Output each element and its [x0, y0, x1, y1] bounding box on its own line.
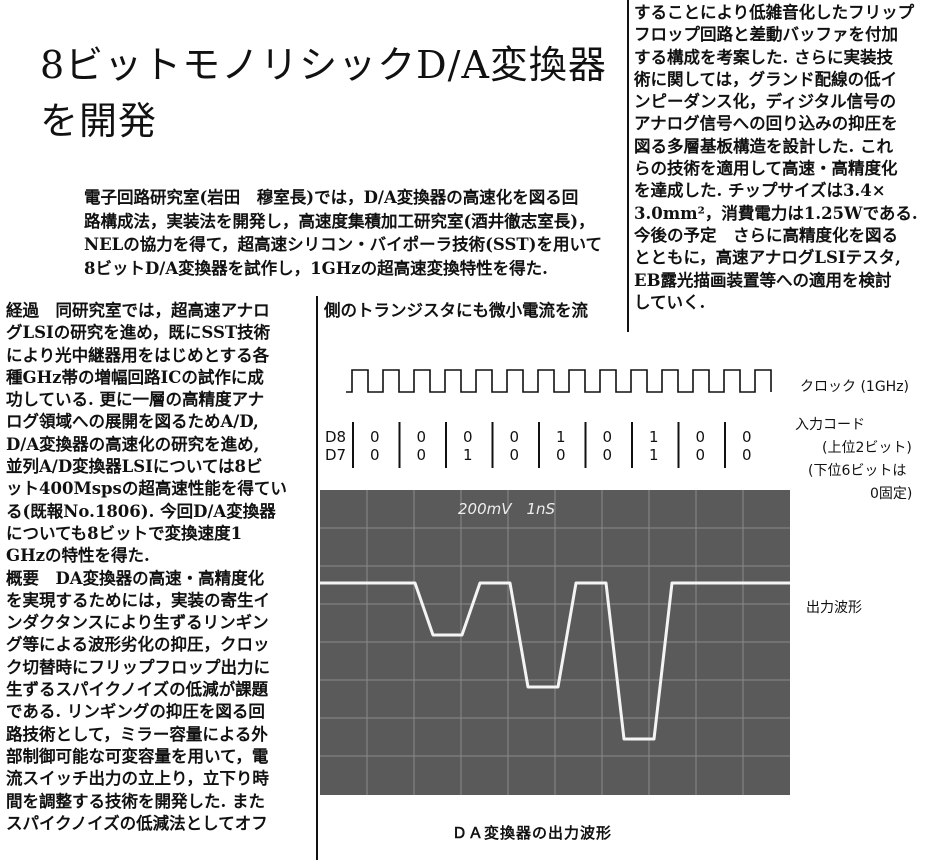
code-d8-bit: 0 [370, 428, 380, 446]
plan-heading: 今後の予定 [634, 225, 717, 245]
text-line: ク切替時にフリップフロップ出力に [6, 657, 270, 677]
text-line: 部制御可能な可変容量を用いて，電 [6, 746, 269, 766]
row-label-d7: D7 [325, 446, 347, 464]
code-d8-bit: 0 [463, 428, 473, 446]
code-d8-bit: 0 [509, 428, 520, 446]
text-line: を実現するためには，実装の寄生イ [6, 590, 270, 610]
text-line: 3.0mm²，消費電力は1.25Wである. [634, 203, 918, 223]
text-line: さらに高精度化を図る [733, 225, 898, 245]
code-d7-bit: 1 [649, 446, 659, 464]
lead-paragraph: 電子回路研究室(岩田 穆室長)では，D/A変換器の高速化を図る回 路構成法，実装… [84, 186, 614, 280]
upper-bits-label: (上位2ビット) [822, 440, 912, 456]
text-line: ログ領域への展開を図るためA/D, [6, 412, 259, 432]
text-line: 流スイッチ出力の立上り，立下り時 [6, 769, 269, 789]
text-line: スパイクノイズの低減法としてオフ [6, 813, 268, 833]
text-line: を達成した. チップサイズは3.4× [634, 181, 886, 201]
clock-label: クロック (1GHz) [800, 379, 910, 395]
text-line: アナログ信号への回り込みの抑圧を [634, 114, 898, 134]
left-column: 経過 同研究室では，超高速アナロ グLSIの研究を進め，既にSST技術 により光中継… [6, 300, 314, 835]
code-d7-bit: 0 [742, 446, 752, 464]
code-d8-bit: 0 [602, 428, 613, 446]
lead-line: 8ビットD/A変換器を試作し，1GHzの超高速変換特性を得た. [84, 258, 548, 278]
text-line: EB露光描画装置等への適用を検討 [634, 270, 892, 290]
right-column: することにより低雑音化したフリップ フロップ回路と差動バッファを付加 する構成を考案… [634, 2, 938, 314]
code-d7-bit: 0 [509, 446, 520, 464]
text-line: る(既報No.1806). 今回D/A変換器 [6, 501, 276, 521]
code-d7-bit: 0 [416, 446, 427, 464]
text-line: についても8ビットで変換速度1 [6, 523, 243, 543]
output-waveform-label: 出力波形 [806, 600, 862, 616]
text-line: である. リンギングの抑圧を図る回 [6, 702, 265, 722]
figure [320, 369, 790, 795]
text-line: とともに，高速アナログLSIテスタ, [634, 248, 901, 268]
title-line-1: 8ビットモノリシックD/A変換器 [40, 43, 607, 87]
text-line: 側のトランジスタにも微小電流を流 [324, 301, 588, 320]
code-dividers [352, 422, 726, 468]
text-line: 術に関しては，グランド配線の低イ [634, 69, 898, 89]
text-line: していく. [634, 292, 706, 312]
text-line: らの技術を適用して高速・高精度化 [634, 159, 898, 179]
clock-waveform [346, 369, 772, 393]
keizoku-paragraph: 経過 同研究室では，超高速アナロ [6, 300, 314, 322]
code-d7-bit: 0 [695, 446, 706, 464]
text-line: D/A変換器の高速化の研究を進め, [6, 434, 260, 454]
text-line: 生ずるスパイクノイズの低減が課題 [6, 680, 269, 700]
text-line: フロップ回路と差動バッファを付加 [634, 25, 898, 45]
text-line: ンダクタンスにより生ずるリンギン [6, 613, 269, 633]
text-line: DA変換器の高速・高精度化 [55, 568, 265, 588]
text-line: 並列A/D変換器LSIについては8ビ [6, 457, 263, 477]
lead-line: 路構成法，実装法を開発し，高速度集積加工研究室(酒井徹志室長)， [84, 211, 595, 231]
gaiyou-paragraph: 概要 DA変換器の高速・高精度化 [6, 568, 314, 590]
title-line-2: を開発 [40, 99, 158, 143]
column-divider [627, 0, 629, 332]
middle-column: 側のトランジスタにも微小電流を流 [324, 300, 588, 322]
code-d8-bit: 0 [416, 428, 427, 446]
text-line: 図る多層基板構造を設計した. これ [634, 136, 893, 156]
text-line: ット400Mspsの超高速性能を得てい [6, 479, 287, 499]
scope-settings: 200mV 1nS [458, 500, 556, 518]
code-d7-bit: 1 [463, 446, 473, 464]
text-line: グ等による波形劣化の抑圧，クロッ [6, 635, 270, 655]
code-d8-bit: 1 [649, 428, 659, 446]
text-line: 間を調整する技術を開発した. また [6, 791, 265, 811]
text-line: 路技術として，ミラー容量による外 [6, 724, 268, 744]
text-line: により光中継器用をはじめとする各 [6, 345, 270, 365]
figure-caption: ＤＡ変換器の出力波形 [452, 824, 613, 842]
code-d7-bit: 0 [602, 446, 613, 464]
text-line: ンピーダンス化，ディジタル信号の [634, 92, 897, 112]
plan-paragraph: 今後の予定 さらに高精度化を図る [634, 225, 938, 247]
lower-bits-label: 0固定) [870, 486, 913, 502]
code-d7-bit: 0 [370, 446, 380, 464]
keizoku-heading: 経過 [6, 301, 39, 320]
code-d8-bit: 1 [556, 428, 566, 446]
code-d8-bit: 0 [742, 428, 752, 446]
lead-line: 電子回路研究室(岩田 穆室長)では，D/A変換器の高速化を図る回 [84, 188, 579, 207]
text-line: することにより低雑音化したフリップ [634, 3, 915, 22]
text-line: 種GHz帯の増幅回路ICの試作に成 [6, 367, 264, 387]
scope-grid [320, 490, 790, 795]
gaiyou-heading: 概要 [6, 568, 39, 588]
row-label-d8: D8 [325, 428, 347, 446]
code-row-labels: D8 D7 [325, 428, 346, 464]
code-d7-bit: 0 [556, 446, 566, 464]
output-trace [320, 581, 790, 741]
text-line: 功している. 更に一層の高精度アナ [6, 390, 265, 410]
text-line: する構成を考案した. さらに実装技 [634, 47, 893, 67]
text-line: グLSIの研究を進め，既にSST技術 [6, 323, 271, 343]
code-d8-bit: 0 [695, 428, 706, 446]
column-divider [316, 296, 318, 860]
text-line: GHzの特性を得た. [6, 546, 150, 566]
text-line: 同研究室では，超高速アナロ [55, 301, 270, 320]
input-code-label: 入力コード [795, 417, 865, 433]
lead-line: NELの協力を得て，超高速シリコン・バイポーラ技術(SST)を用いて [84, 235, 602, 254]
lower-bits-label: (下位6ビットは [808, 463, 907, 479]
